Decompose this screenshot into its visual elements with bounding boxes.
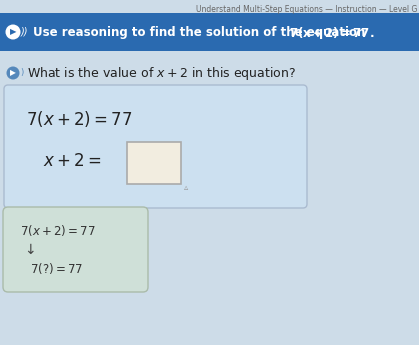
Text: Understand Multi-Step Equations — Instruction — Level G: Understand Multi-Step Equations — Instru… <box>196 5 417 14</box>
Text: ▶: ▶ <box>10 69 16 78</box>
FancyBboxPatch shape <box>0 13 419 51</box>
FancyBboxPatch shape <box>3 207 148 292</box>
Text: Use reasoning to find the solution of the equation: Use reasoning to find the solution of th… <box>33 26 370 39</box>
Text: ▵: ▵ <box>184 184 188 193</box>
Circle shape <box>7 67 20 79</box>
Text: $7(x+2)=77$: $7(x+2)=77$ <box>26 109 132 129</box>
FancyBboxPatch shape <box>4 85 307 208</box>
Text: )): )) <box>21 27 28 37</box>
Text: $7(?)=77$: $7(?)=77$ <box>30 262 83 276</box>
Text: What is the value of $x+2$ in this equation?: What is the value of $x+2$ in this equat… <box>27 65 296 81</box>
Text: ↓: ↓ <box>24 243 36 257</box>
Text: ▶: ▶ <box>10 28 16 37</box>
Text: $x+2=$: $x+2=$ <box>43 152 102 170</box>
Text: ): ) <box>20 69 23 78</box>
Circle shape <box>5 24 21 39</box>
Text: $\mathbf{7(x+2)=77}$.: $\mathbf{7(x+2)=77}$. <box>289 25 375 40</box>
Text: $7(x+2)=77$: $7(x+2)=77$ <box>20 223 96 237</box>
FancyBboxPatch shape <box>127 142 181 184</box>
